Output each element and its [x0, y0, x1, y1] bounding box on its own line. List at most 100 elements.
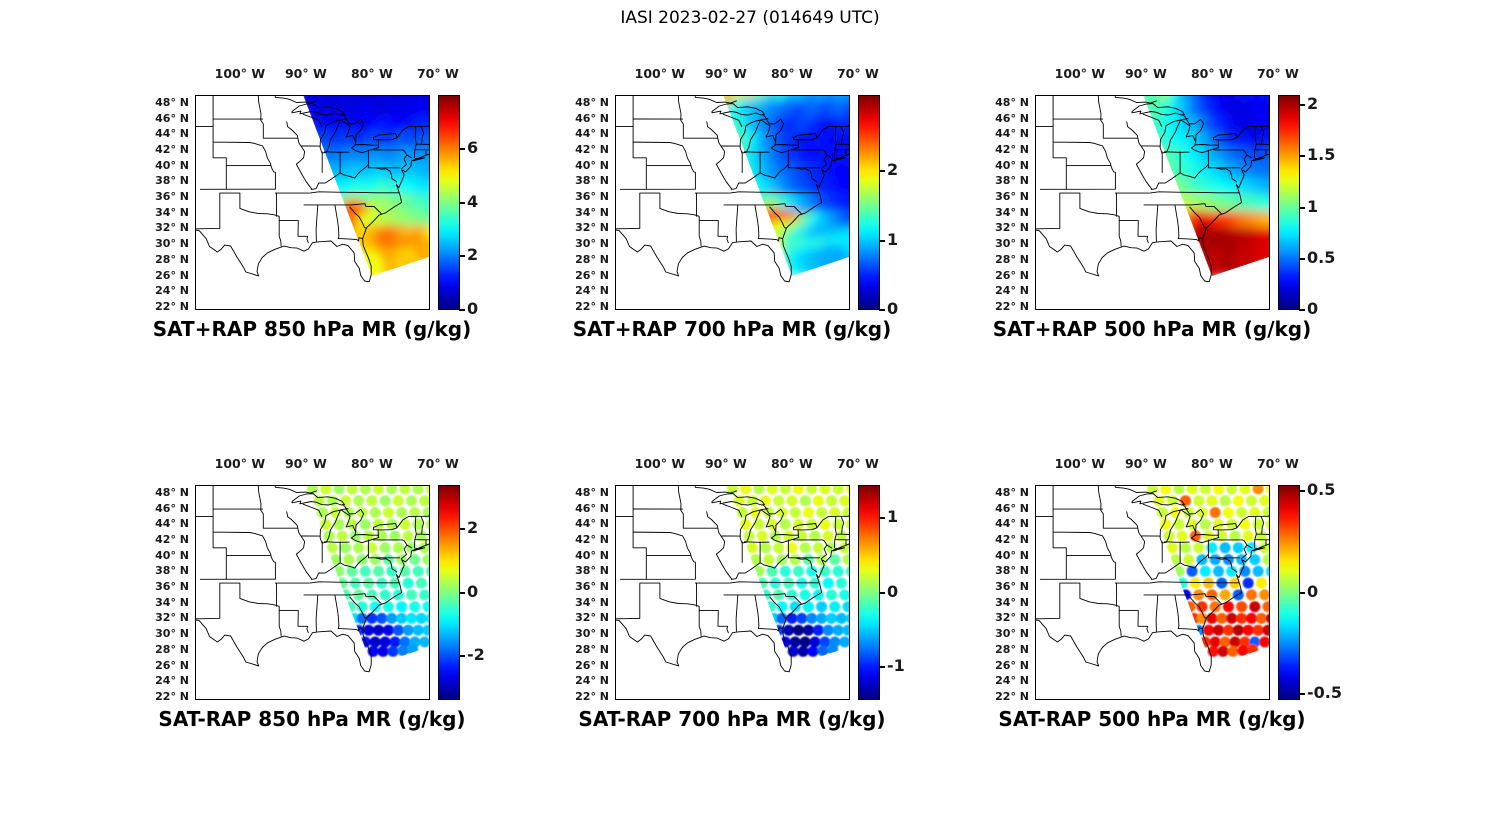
lat-tick-label: 30° N [155, 627, 189, 641]
lat-tick-label: 24° N [995, 284, 1029, 298]
map-plot-sat_plus_rap_700 [615, 95, 850, 310]
colorbar-tick-label: 2 [1307, 94, 1319, 114]
colorbar-tick [879, 239, 885, 242]
lat-tick-label: 38° N [155, 174, 189, 188]
lat-tick-label: 44° N [575, 127, 609, 141]
lat-tick-label: 40° N [995, 158, 1029, 172]
lat-tick-label: 32° N [995, 221, 1029, 235]
colorbar-tick-label: -2 [467, 644, 485, 664]
colorbar-tick [459, 201, 465, 204]
colorbar-tick-label: 1 [1307, 196, 1319, 216]
lat-tick-label: 42° N [155, 532, 189, 546]
lat-tick-label: 36° N [575, 190, 609, 204]
colorbar-tick [459, 255, 465, 258]
map-plot-sat_minus_rap_850 [195, 485, 430, 700]
lat-tick-label: 26° N [575, 268, 609, 282]
lon-tick-label: 70° W [416, 66, 459, 81]
lat-tick-label: 48° N [995, 95, 1029, 109]
lat-tick-label: 38° N [155, 564, 189, 578]
lat-tick-label: 26° N [995, 268, 1029, 282]
colorbar-tick [459, 654, 465, 657]
lat-tick-label: 46° N [575, 501, 609, 515]
lat-tick-label: 34° N [575, 205, 609, 219]
lat-tick-label: 26° N [155, 268, 189, 282]
lat-tick-label: 48° N [155, 95, 189, 109]
colorbar-tick [1299, 155, 1305, 158]
colorbar-sat_minus_rap_700 [858, 485, 880, 700]
state-boundaries [195, 95, 430, 283]
colorbar-tick [1299, 104, 1305, 107]
colorbar-tick [459, 147, 465, 150]
lat-tick-label: 32° N [155, 611, 189, 625]
lat-tick-label: 38° N [575, 174, 609, 188]
colorbar-tick [879, 309, 885, 311]
lon-tick-label: 70° W [416, 456, 459, 471]
colorbar-tick [1299, 490, 1305, 493]
colorbar-tick [1299, 309, 1305, 311]
lat-tick-label: 40° N [995, 548, 1029, 562]
colorbar-tick [879, 665, 885, 668]
lat-tick-label: 24° N [995, 674, 1029, 688]
lat-tick-label: 36° N [575, 580, 609, 594]
panel-caption-sat_plus_rap_500: SAT+RAP 500 hPa MR (g/kg) [992, 317, 1312, 341]
state-boundaries [1035, 485, 1270, 673]
data-swath [722, 95, 850, 276]
lat-tick-label: 34° N [155, 205, 189, 219]
colorbar-tick-label: 0.5 [1307, 480, 1336, 500]
lat-tick-label: 32° N [575, 611, 609, 625]
lat-tick-label: 48° N [575, 95, 609, 109]
lat-tick-label: 26° N [155, 658, 189, 672]
lat-tick-label: 30° N [575, 627, 609, 641]
lon-tick-label: 90° W [284, 456, 327, 471]
lat-tick-label: 28° N [995, 252, 1029, 266]
lat-tick-label: 34° N [575, 595, 609, 609]
lon-tick-label: 90° W [704, 66, 747, 81]
colorbar-tick [459, 528, 465, 531]
colorbar-tick [879, 591, 885, 594]
lat-tick-label: 38° N [575, 564, 609, 578]
lat-tick-label: 46° N [995, 501, 1029, 515]
lon-tick-label: 90° W [1124, 456, 1167, 471]
lat-tick-label: 28° N [575, 252, 609, 266]
axes-frame [195, 95, 430, 310]
lat-tick-label: 26° N [575, 658, 609, 672]
colorbar-sat_plus_rap_700 [858, 95, 880, 310]
lat-tick-label: 44° N [995, 127, 1029, 141]
lat-tick-label: 46° N [995, 111, 1029, 125]
lon-tick-label: 80° W [770, 66, 813, 81]
colorbar-tick-label: -0.5 [1307, 682, 1342, 702]
lat-tick-label: 38° N [995, 174, 1029, 188]
state-boundaries [615, 95, 850, 283]
colorbar-tick-label: 6 [467, 137, 479, 157]
lat-tick-label: 32° N [155, 221, 189, 235]
lat-tick-label: 48° N [995, 485, 1029, 499]
lat-tick-label: 30° N [995, 627, 1029, 641]
colorbar-tick-label: 2 [467, 518, 479, 538]
lat-tick-label: 30° N [575, 237, 609, 251]
state-boundaries [615, 485, 850, 673]
lat-tick-label: 22° N [575, 689, 609, 703]
colorbar-tick [1299, 591, 1305, 594]
lat-tick-label: 40° N [575, 158, 609, 172]
lat-tick-label: 24° N [155, 284, 189, 298]
lat-tick-label: 48° N [155, 485, 189, 499]
colorbar-tick [1299, 257, 1305, 260]
lat-tick-label: 34° N [995, 595, 1029, 609]
lat-tick-label: 22° N [155, 689, 189, 703]
lat-tick-label: 42° N [995, 142, 1029, 156]
state-boundaries [1035, 95, 1270, 283]
lon-tick-label: 100° W [634, 66, 686, 81]
axes-frame [1035, 485, 1270, 700]
colorbar-tick-label: 4 [467, 191, 479, 211]
lat-tick-label: 22° N [995, 689, 1029, 703]
lat-tick-label: 44° N [995, 517, 1029, 531]
colorbar-tick-label: 2 [887, 160, 899, 180]
colorbar-tick [1299, 206, 1305, 209]
axes-frame [615, 485, 850, 700]
lat-tick-label: 40° N [155, 548, 189, 562]
lon-tick-label: 70° W [836, 456, 879, 471]
lat-tick-label: 24° N [575, 284, 609, 298]
colorbar-tick [879, 517, 885, 520]
colorbar-tick-label: 0 [887, 581, 899, 601]
